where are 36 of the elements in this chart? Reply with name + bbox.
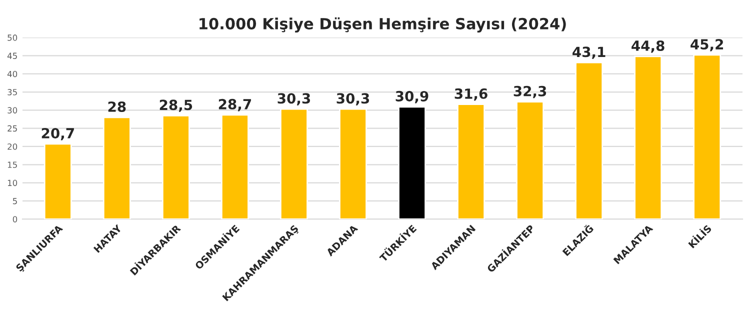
data-label: 32,3: [514, 86, 546, 98]
data-label: 45,2: [690, 39, 724, 52]
bar: [280, 108, 308, 220]
y-tick-label: 10: [8, 180, 18, 186]
y-tick-label: 50: [8, 34, 18, 41]
y-tick-label: 5: [12, 198, 17, 204]
data-label: 30,9: [396, 90, 428, 104]
bar: [457, 104, 485, 220]
data-label: 30,3: [336, 93, 370, 106]
data-label: 28,7: [218, 98, 251, 112]
data-label: 30,3: [278, 93, 310, 106]
bar: [44, 143, 72, 220]
y-tick-label: 0: [12, 216, 18, 222]
bar: [102, 116, 131, 220]
y-tick-label: 15: [8, 162, 17, 168]
data-label: 20,7: [42, 128, 74, 140]
data-label: 28,5: [160, 100, 192, 112]
bar: [339, 108, 367, 220]
bar: [220, 114, 249, 220]
y-tick-label: 30: [8, 107, 18, 114]
y-tick-label: 45: [7, 52, 17, 59]
bar: [693, 54, 722, 220]
bar: [516, 101, 544, 220]
bar: [575, 62, 604, 220]
y-tick-label: 25: [8, 125, 17, 132]
bar: [398, 106, 426, 220]
y-tick-label: 35: [8, 89, 17, 96]
data-label: 44,8: [632, 40, 664, 53]
data-label: 28: [108, 101, 126, 112]
bar: [162, 114, 190, 220]
data-label: 43,1: [572, 46, 606, 59]
data-label: 31,6: [454, 88, 488, 101]
chart-title: 10.000 Kişiye Düşen Hemşire Sayısı (2024): [200, 17, 566, 33]
y-tick-label: 20: [8, 143, 18, 150]
y-tick-label: 40: [7, 70, 18, 78]
bar: [634, 56, 662, 220]
